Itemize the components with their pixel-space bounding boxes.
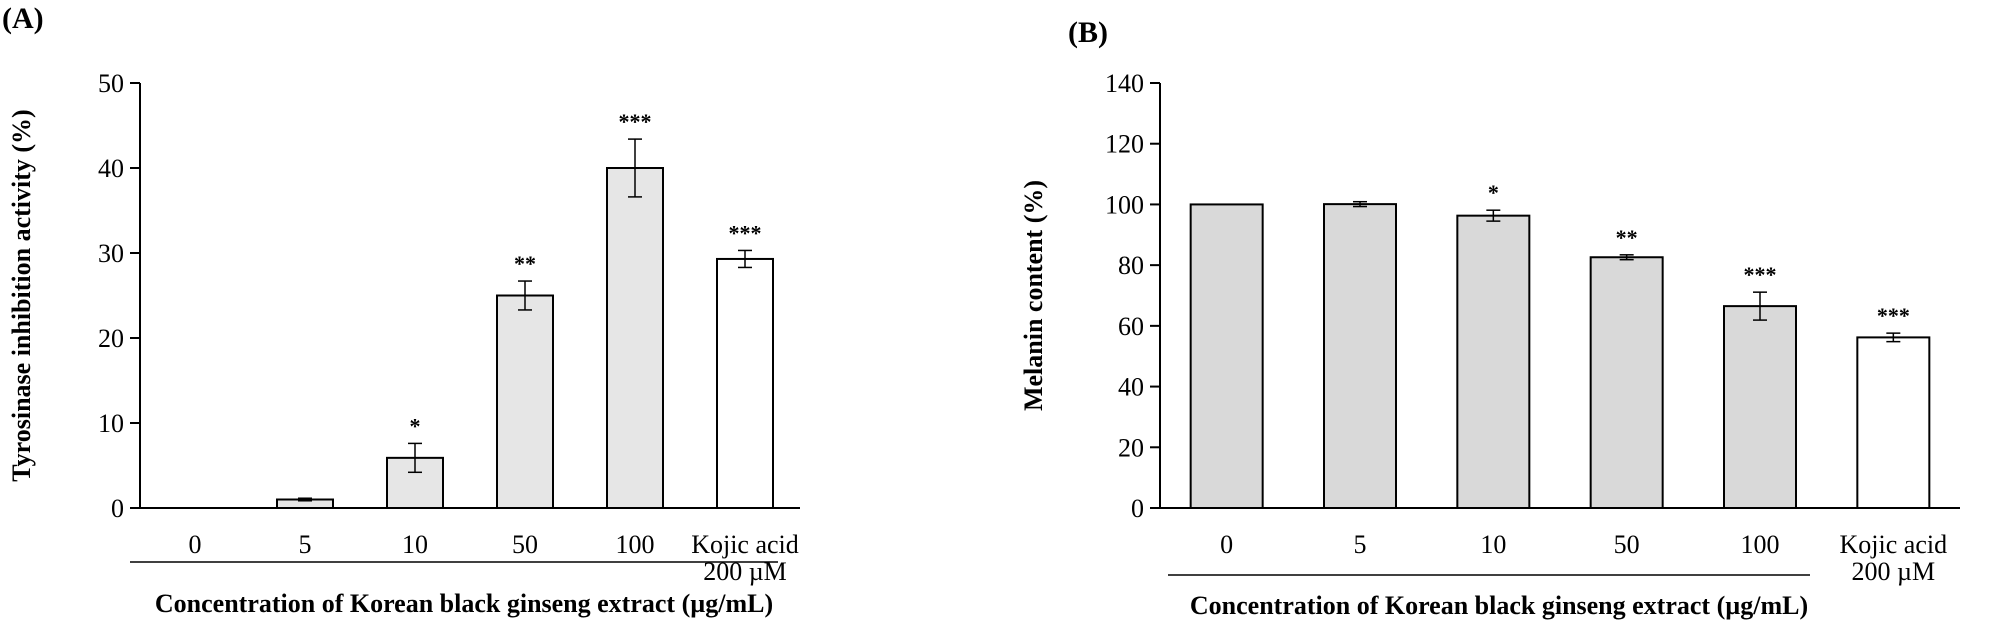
significance-label-b-2: * xyxy=(1488,180,1499,205)
bar-a-5 xyxy=(716,257,774,510)
x-tick-label-b-5: Kojic acid xyxy=(1840,530,1948,559)
significance-label-b-5: *** xyxy=(1877,303,1910,328)
significance-label-a-2: * xyxy=(410,413,421,438)
x-tick-label-a-1: 5 xyxy=(299,530,312,559)
y-tick-label-a: 30 xyxy=(98,239,124,268)
x-tick-label-b-3: 50 xyxy=(1614,530,1640,559)
x-tick-label-a-2: 10 xyxy=(402,530,428,559)
x-tick-label-b-1: 5 xyxy=(1354,530,1367,559)
bar-b-4 xyxy=(1723,305,1797,509)
x-tick-label-b-4: 100 xyxy=(1741,530,1780,559)
y-tick-label-a: 0 xyxy=(111,494,124,523)
y-tick-label-a: 10 xyxy=(98,409,124,438)
bar-a-3 xyxy=(496,294,554,509)
y-tick-label-b: 60 xyxy=(1118,312,1144,341)
y-tick-label-b: 120 xyxy=(1105,130,1144,159)
y-tick-label-a: 20 xyxy=(98,324,124,353)
x-tick-label-b-5: 200 µM xyxy=(1852,557,1936,586)
y-axis-label-b: Melanin content (%) xyxy=(1019,180,1048,411)
bar-b-2 xyxy=(1456,214,1531,510)
significance-label-b-3: ** xyxy=(1616,225,1638,250)
significance-label-b-4: *** xyxy=(1744,262,1777,287)
y-tick-label-b: 40 xyxy=(1118,373,1144,402)
x-axis-label-b: Concentration of Korean black ginseng ex… xyxy=(1190,591,1808,620)
y-tick-label-b: 20 xyxy=(1118,433,1144,462)
significance-label-a-4: *** xyxy=(619,109,652,134)
y-tick-label-b: 80 xyxy=(1118,251,1144,280)
y-tick-label-a: 40 xyxy=(98,154,124,183)
x-tick-label-a-3: 50 xyxy=(512,530,538,559)
bar-a-4 xyxy=(606,167,664,509)
y-axis-label-a: Tyrosinase inhibition activity (%) xyxy=(7,109,36,481)
significance-label-a-5: *** xyxy=(729,220,762,245)
y-tick-label-b: 0 xyxy=(1131,494,1144,523)
bar-b-0 xyxy=(1189,203,1264,510)
significance-label-a-3: ** xyxy=(514,251,536,276)
bar-b-3 xyxy=(1589,256,1664,509)
x-tick-label-a-0: 0 xyxy=(189,530,202,559)
panel-label-b: (B) xyxy=(1068,16,1108,49)
x-tick-label-a-4: 100 xyxy=(616,530,655,559)
y-tick-label-b: 140 xyxy=(1105,69,1144,98)
bar-b-1 xyxy=(1323,203,1397,509)
y-tick-label-b: 100 xyxy=(1105,190,1144,219)
x-tick-label-a-5: Kojic acid xyxy=(691,530,799,559)
panel-label-a: (A) xyxy=(2,2,44,35)
y-tick-label-a: 50 xyxy=(98,69,124,98)
x-tick-label-b-0: 0 xyxy=(1220,530,1233,559)
x-axis-label-a: Concentration of Korean black ginseng ex… xyxy=(155,589,773,618)
x-tick-label-b-2: 10 xyxy=(1480,530,1506,559)
bar-b-5 xyxy=(1856,336,1931,509)
